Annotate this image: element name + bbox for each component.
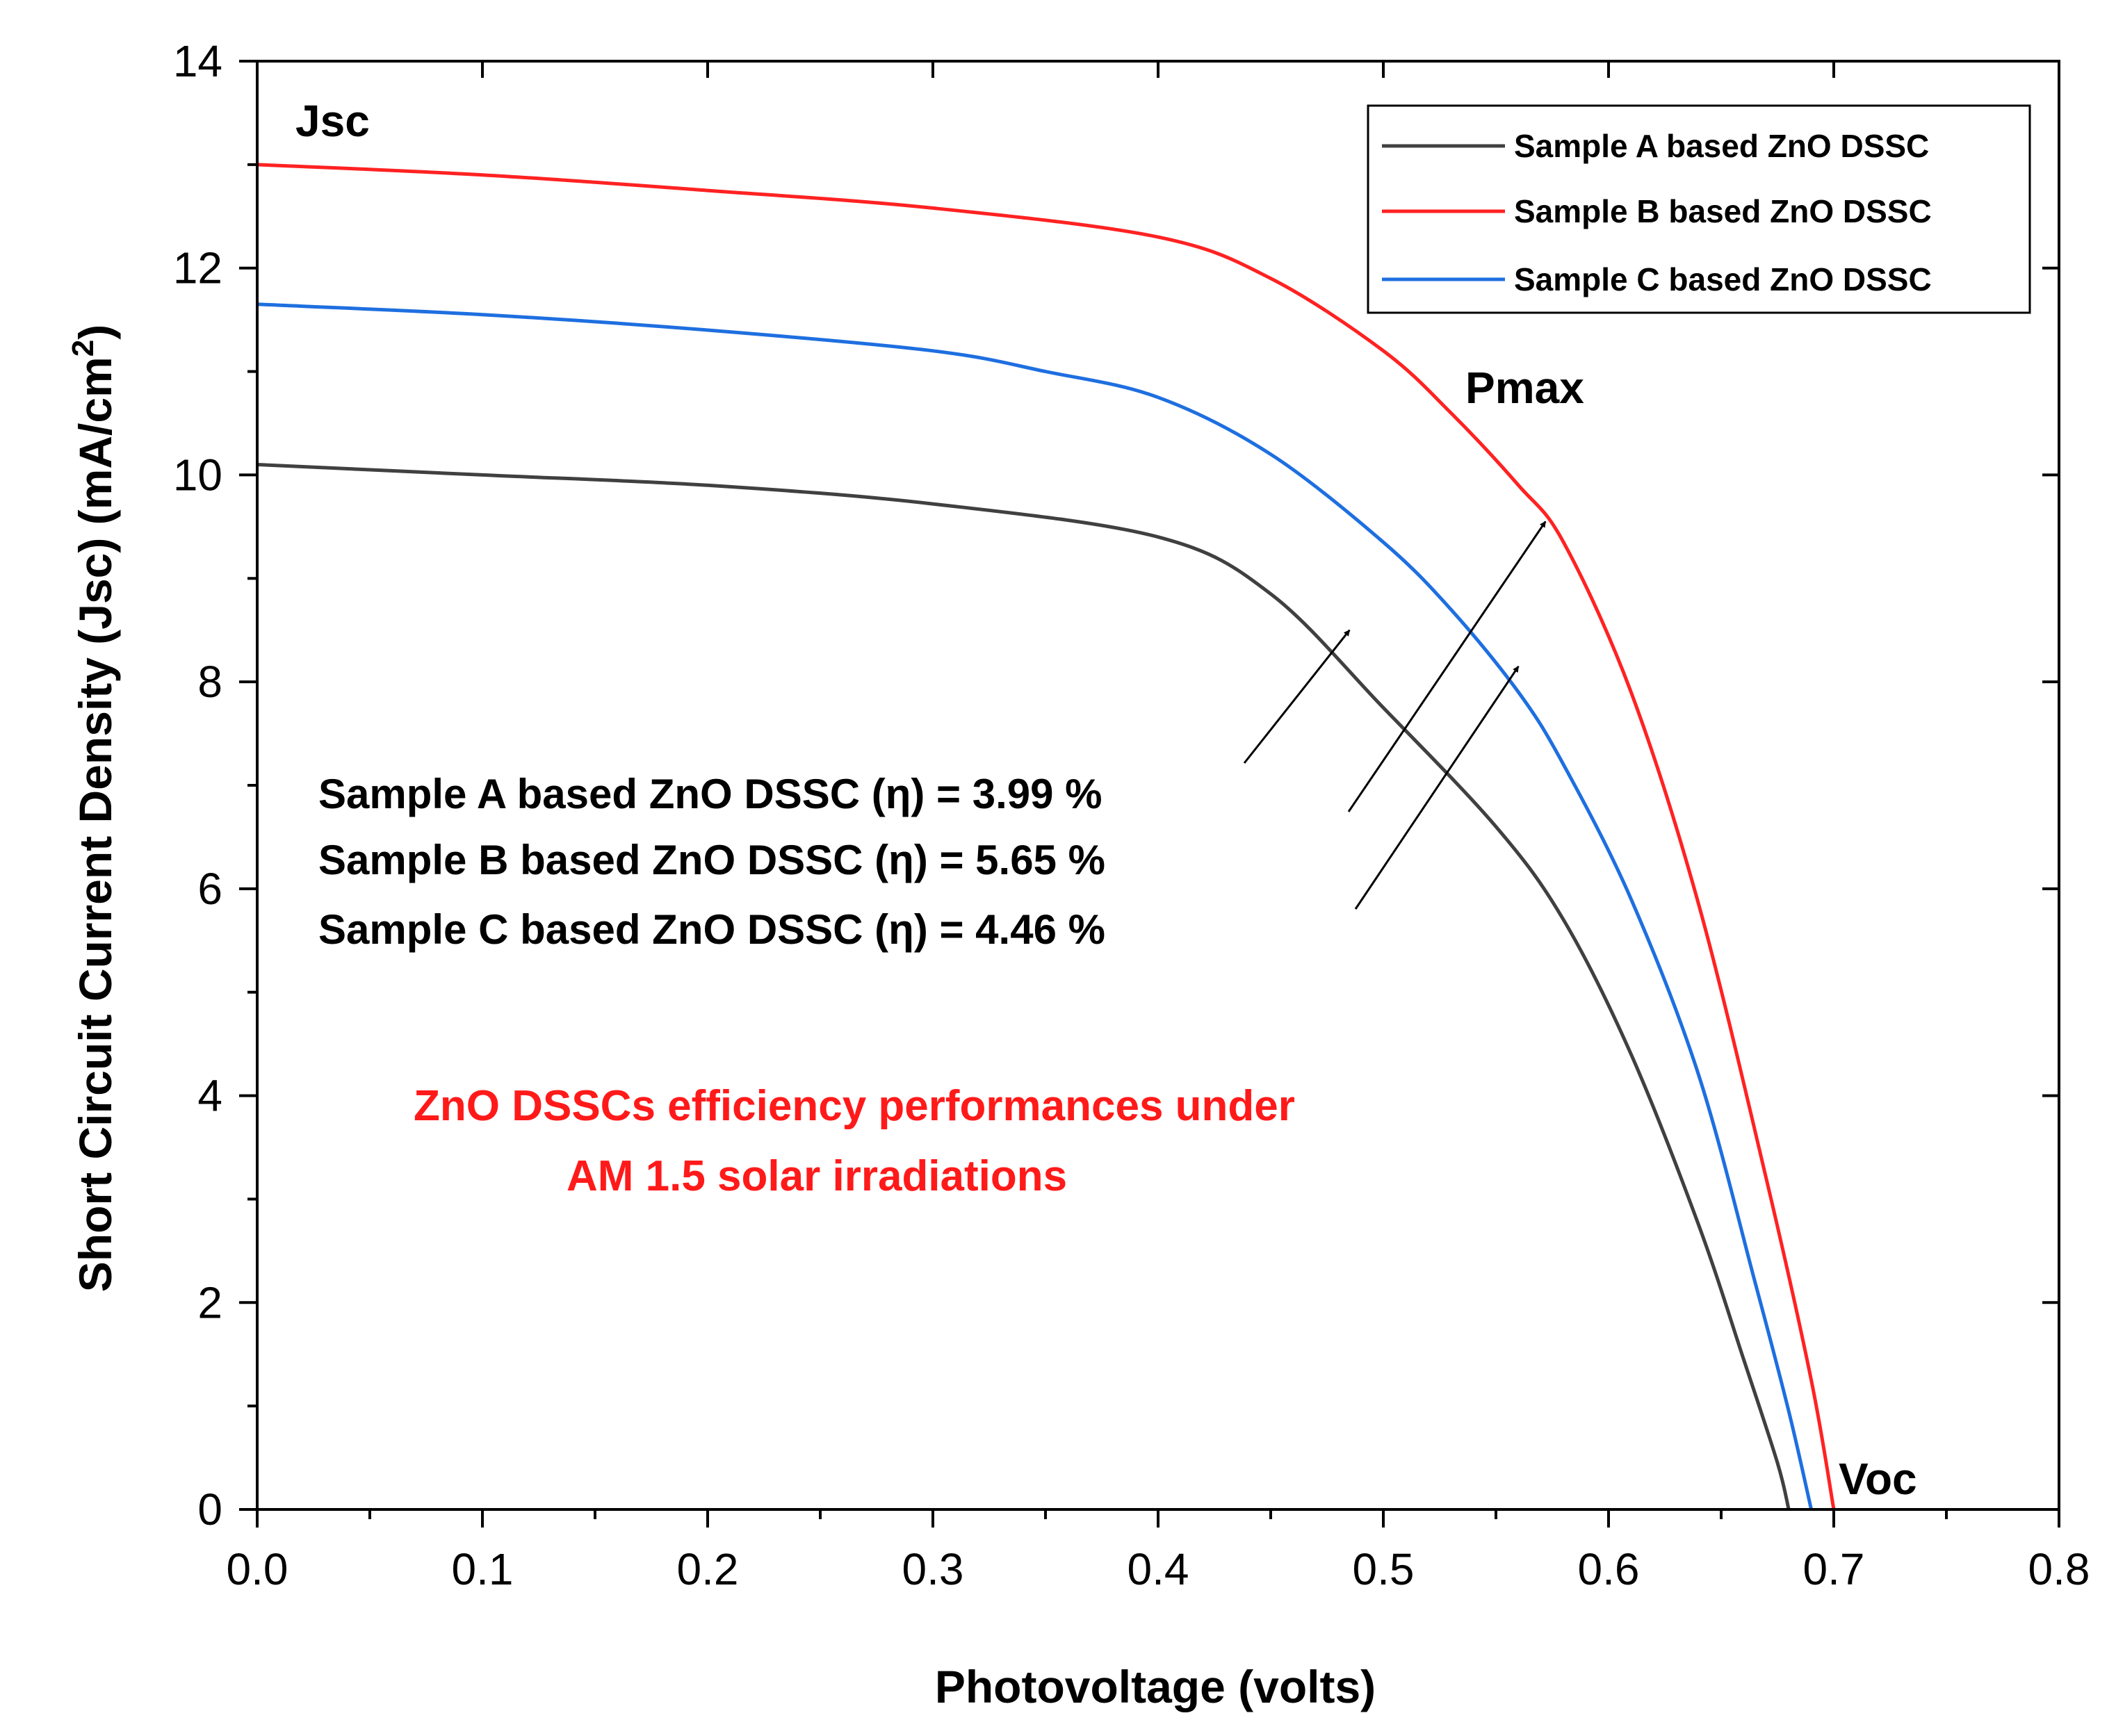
legend-label-sample-c: Sample C based ZnO DSSC xyxy=(1514,261,1932,297)
series-line-b xyxy=(257,163,1836,1510)
x-tick-label: 0.5 xyxy=(1353,1544,1415,1594)
x-tick-label: 0.1 xyxy=(452,1544,514,1594)
x-tick-label: 0.0 xyxy=(227,1544,288,1594)
y-tick-label: 0 xyxy=(197,1484,222,1534)
annotations: Jsc Pmax Voc Sample A based ZnO DSSC (η)… xyxy=(295,96,1917,1504)
legend-label-sample-b: Sample B based ZnO DSSC xyxy=(1514,193,1932,229)
series-line-a xyxy=(257,463,1791,1510)
jsc-label: Jsc xyxy=(295,96,370,146)
y-axis-title: Short Circuit Current Density (Jsc) (mA/… xyxy=(66,325,121,1292)
legend: Sample A based ZnO DSSC Sample B based Z… xyxy=(1367,104,2031,314)
y-tick-label: 6 xyxy=(197,864,222,914)
pmax-label: Pmax xyxy=(1465,363,1584,413)
y-tick-label: 2 xyxy=(197,1277,222,1327)
note-line-2: AM 1.5 solar irradiations xyxy=(567,1152,1067,1200)
series-layer xyxy=(257,163,1836,1510)
arrow-sample-c xyxy=(1354,665,1520,910)
x-tick-label: 0.3 xyxy=(902,1544,964,1594)
y-axis-title-main: Short Circuit Current Density (Jsc) (mA/… xyxy=(70,357,121,1292)
efficiency-sample-c: Sample C based ZnO DSSC (η) = 4.46 % xyxy=(318,906,1105,953)
y-axis-title-suffix: ) xyxy=(70,325,121,340)
x-tick-label: 0.8 xyxy=(2028,1544,2090,1594)
arrow-sample-a xyxy=(1243,629,1351,764)
x-tick-label: 0.2 xyxy=(677,1544,739,1594)
y-axis-title-superscript: 2 xyxy=(66,340,100,357)
x-tick-label: 0.6 xyxy=(1578,1544,1640,1594)
y-tick-label: 4 xyxy=(197,1071,222,1121)
axes-layer: 0.0 0.1 0.2 0.3 0.4 0.5 0.6 0.7 0.8 0 2 4 6 8 10 12 14 xyxy=(173,36,2090,1594)
x-tick-label: 0.7 xyxy=(1803,1544,1865,1594)
series-line-c xyxy=(257,302,1814,1510)
voc-label: Voc xyxy=(1839,1454,1917,1504)
arrow-sample-b xyxy=(1347,521,1547,812)
y-tick-label: 14 xyxy=(173,36,222,86)
x-axis-title: Photovoltage (volts) xyxy=(935,1661,1376,1712)
y-tick-label: 10 xyxy=(173,450,222,500)
efficiency-sample-a: Sample A based ZnO DSSC (η) = 3.99 % xyxy=(318,771,1102,817)
efficiency-sample-b: Sample B based ZnO DSSC (η) = 5.65 % xyxy=(318,837,1105,883)
note-line-1: ZnO DSSCs efficiency performances under xyxy=(414,1082,1295,1130)
y-tick-label: 8 xyxy=(197,657,222,707)
legend-label-sample-a: Sample A based ZnO DSSC xyxy=(1514,128,1929,164)
x-tick-label: 0.4 xyxy=(1128,1544,1189,1594)
y-tick-label: 12 xyxy=(173,243,222,293)
